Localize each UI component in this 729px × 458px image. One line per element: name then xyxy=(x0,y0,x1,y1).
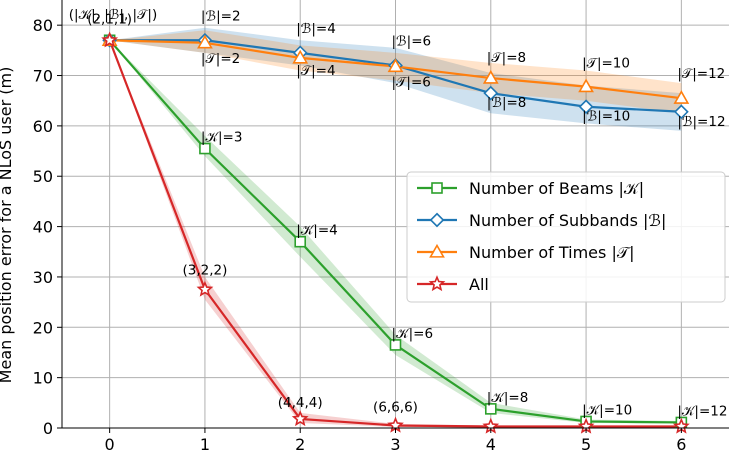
y-tick-label: 0 xyxy=(43,419,53,438)
x-tick-label: 0 xyxy=(105,435,115,454)
number-of-subbands-point xyxy=(483,85,499,101)
y-tick-label: 80 xyxy=(33,16,53,35)
data-annotations: |𝒦|=3 |𝒦|=4 |𝒦|=6 |𝒦|=8 |𝒦|=10 |𝒦|=12 |ℬ|=2 |ℬ|… xyxy=(87,8,727,419)
x-tick-label: 5 xyxy=(581,435,591,454)
number-of-beams-point xyxy=(199,142,211,155)
data-label: |𝒦|=12 xyxy=(677,403,727,419)
number-of-beams-point xyxy=(294,235,307,248)
data-label: (4,4,4) xyxy=(278,395,323,411)
y-tick-label: 70 xyxy=(33,67,53,86)
data-label: (6,6,6) xyxy=(373,399,418,415)
data-label: |𝒯|=10 xyxy=(582,56,630,72)
x-tick-label: 3 xyxy=(390,435,400,454)
number-of-times-point xyxy=(387,58,404,73)
data-label: |𝒦|=8 xyxy=(487,390,529,406)
y-tick-label: 20 xyxy=(33,318,53,337)
data-label: |ℬ|=6 xyxy=(392,33,432,49)
origin-header-label: (|𝒦|, |ℬ|, |𝒯|) xyxy=(69,7,157,23)
number-of-subbands-band xyxy=(109,27,682,131)
number-of-beams-point xyxy=(389,339,402,351)
legend-entry-number-of-beams: Number of Beams |𝒦| xyxy=(469,179,644,198)
data-label: |𝒦|=10 xyxy=(582,402,632,418)
data-label: |ℬ|=2 xyxy=(201,8,241,24)
legend-marker-number-of-subbands xyxy=(429,212,445,228)
series-markers xyxy=(101,31,690,434)
data-label: |𝒯|=12 xyxy=(677,66,725,82)
data-label: |𝒦|=4 xyxy=(296,223,338,239)
y-tick-label: 60 xyxy=(33,117,53,136)
y-tick-label: 40 xyxy=(33,218,53,237)
y-axis-label: Mean position error for a NLoS user (m) xyxy=(0,67,15,384)
number-of-times-point xyxy=(292,49,309,64)
number-of-times-point xyxy=(482,69,499,84)
y-tick-label: 30 xyxy=(33,268,53,287)
data-label: |ℬ|=8 xyxy=(487,95,527,111)
data-label: |𝒯|=6 xyxy=(392,74,431,90)
number-of-subbands-point xyxy=(673,104,689,120)
legend-box xyxy=(406,171,726,303)
number-of-times-point xyxy=(578,78,594,93)
data-label: |𝒯|=4 xyxy=(296,63,335,79)
legend-entry-all: All xyxy=(469,275,489,294)
legend-entry-number-of-subbands: Number of Subbands |ℬ| xyxy=(469,211,666,230)
x-tick-label: 1 xyxy=(200,435,210,454)
legend-marker-all xyxy=(428,275,446,292)
data-label: |𝒯|=8 xyxy=(487,50,526,66)
all-point xyxy=(196,280,214,297)
data-label: |ℬ|=4 xyxy=(296,21,336,37)
legend: Number of Beams |𝒦| Number of Subbands |ℬ… xyxy=(406,171,726,303)
x-tick-label: 4 xyxy=(486,435,496,454)
data-label: |𝒦|=3 xyxy=(201,130,243,146)
y-tick-label: 50 xyxy=(33,167,53,186)
legend-marker-number-of-beams xyxy=(431,182,443,194)
x-tick-label: 2 xyxy=(295,435,305,454)
data-label: |ℬ|=10 xyxy=(582,109,630,125)
number-of-subbands-point xyxy=(578,99,594,115)
y-tick-label: 10 xyxy=(33,369,53,388)
all-point xyxy=(101,31,119,48)
number-of-beams-point xyxy=(484,403,497,415)
data-label: |ℬ|=12 xyxy=(677,114,725,130)
x-tick-label: 6 xyxy=(676,435,686,454)
data-label: |𝒯|=2 xyxy=(201,51,240,67)
data-label: |𝒦|=6 xyxy=(392,326,434,342)
number-of-times-point xyxy=(673,90,690,104)
all-point xyxy=(291,410,309,427)
legend-entry-number-of-times: Number of Times |𝒯| xyxy=(469,243,634,262)
data-label: (2,1,1) xyxy=(87,11,132,27)
data-label: (3,2,2) xyxy=(182,263,227,279)
number-of-times-point xyxy=(197,34,213,49)
legend-marker-number-of-times xyxy=(429,243,445,258)
